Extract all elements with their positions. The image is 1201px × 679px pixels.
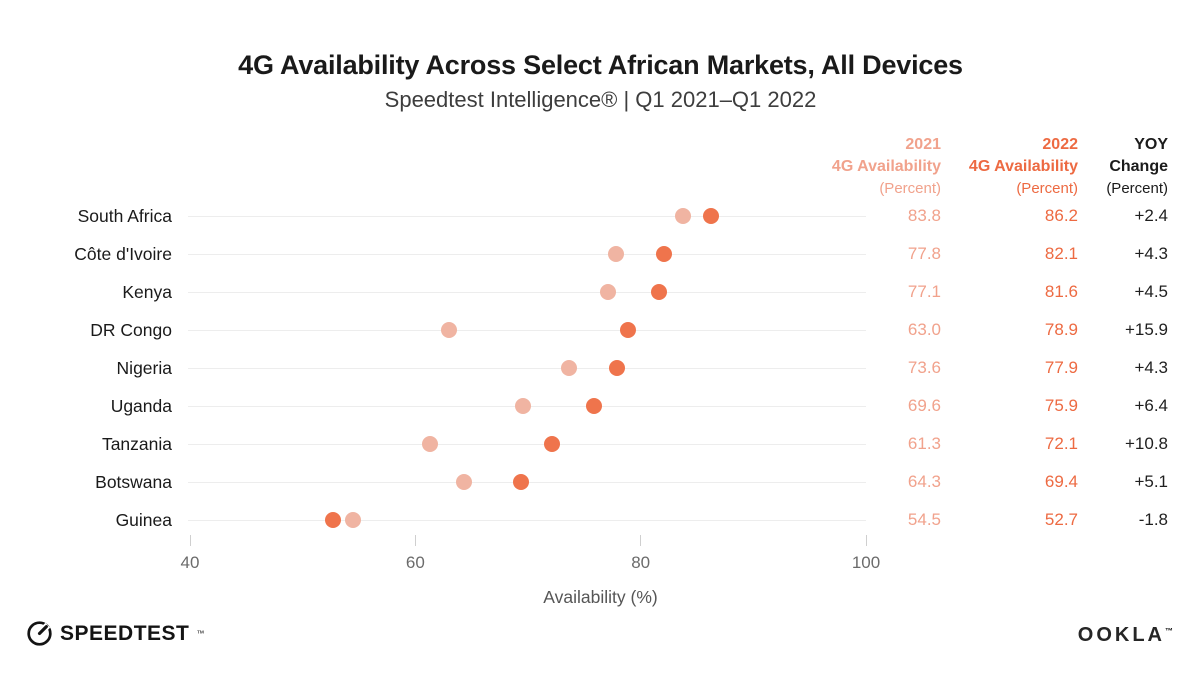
dot-2022 (702, 208, 719, 224)
col-header-2021-unit: (Percent) (879, 180, 941, 197)
dot-2021 (560, 360, 577, 376)
value-2022: 86.2 (1044, 206, 1078, 225)
col-header-yoy-subtitle: Change (1109, 158, 1168, 175)
col-header-2021-year: 2021 (905, 136, 941, 153)
col-header-2021-metric: 4G Availability (831, 158, 941, 175)
x-axis-tick (640, 535, 642, 546)
dot-2022 (325, 512, 342, 528)
value-2022: 72.1 (1044, 434, 1078, 453)
value-yoy-change: +2.4 (1134, 206, 1168, 225)
dot-2021 (345, 512, 362, 528)
value-yoy-change: +4.3 (1134, 244, 1168, 263)
value-yoy-change: -1.8 (1138, 510, 1168, 529)
value-2022: 81.6 (1044, 282, 1078, 301)
value-yoy-change: +15.9 (1124, 320, 1168, 339)
value-yoy-change: +10.8 (1124, 434, 1168, 453)
row-gridline (188, 216, 866, 217)
row-gridline (188, 520, 866, 521)
dot-2022 (620, 322, 637, 338)
dot-2021 (599, 284, 616, 300)
country-label: South Africa (77, 206, 172, 226)
dot-2022 (586, 398, 603, 414)
value-2021: 69.6 (907, 396, 941, 415)
value-2022: 78.9 (1044, 320, 1078, 339)
value-2022: 52.7 (1044, 510, 1078, 529)
row-gridline (188, 330, 866, 331)
dot-2022 (543, 436, 560, 452)
country-label: Kenya (122, 282, 172, 302)
dot-2022 (650, 284, 667, 300)
x-axis-tick-label: 40 (180, 553, 200, 572)
speedtest-wordmark: SPEEDTEST (60, 621, 190, 645)
country-label: Tanzania (101, 434, 172, 454)
col-header-yoy-title: YOY (1134, 136, 1168, 153)
value-2022: 77.9 (1044, 358, 1078, 377)
dot-2022 (656, 246, 673, 262)
ookla-wordmark: OOKLA (1077, 624, 1165, 646)
country-label: Uganda (110, 396, 172, 416)
page-title: 4G Availability Across Select African Ma… (238, 50, 963, 80)
value-2021: 61.3 (907, 434, 941, 453)
x-axis-tick-label: 60 (405, 553, 425, 572)
country-label: DR Congo (90, 320, 172, 340)
value-2021: 83.8 (907, 206, 941, 225)
x-axis-tick (865, 535, 867, 546)
country-label: Botswana (95, 472, 172, 492)
x-axis-tick-label: 80 (631, 553, 651, 572)
col-header-yoy: YOY Change (Percent) (1008, 134, 1168, 200)
col-header-2022-year: 2022 (1042, 136, 1078, 153)
dot-2021 (421, 436, 438, 452)
value-2022: 75.9 (1044, 396, 1078, 415)
ookla-logo: OOKLA™ (1078, 624, 1176, 647)
value-2021: 73.6 (907, 358, 941, 377)
x-axis-tick (189, 535, 191, 546)
dot-2021 (441, 322, 458, 338)
value-2021: 54.5 (907, 510, 941, 529)
value-2021: 63.0 (907, 320, 941, 339)
row-gridline (188, 444, 866, 445)
row-gridline (188, 292, 866, 293)
value-yoy-change: +5.1 (1134, 472, 1168, 491)
value-2021: 77.1 (907, 282, 941, 301)
dot-2021 (515, 398, 532, 414)
dot-2022 (609, 360, 625, 376)
value-yoy-change: +6.4 (1134, 396, 1168, 415)
col-header-2021: 2021 4G Availability (Percent) (721, 134, 941, 200)
value-yoy-change: +4.5 (1134, 282, 1168, 301)
x-axis-tick (414, 535, 416, 546)
col-header-2022: 2022 4G Availability (Percent) (858, 134, 1078, 200)
x-axis-tick-label: 100 (851, 553, 881, 572)
country-label: Nigeria (116, 358, 172, 378)
value-2021: 77.8 (907, 244, 941, 263)
speedtest-gauge-icon (27, 621, 52, 646)
col-header-yoy-unit: (Percent) (1106, 180, 1168, 197)
dot-2021 (675, 208, 692, 224)
row-gridline (188, 368, 866, 369)
country-label: Guinea (115, 510, 172, 530)
value-2021: 64.3 (907, 472, 941, 491)
row-gridline (188, 254, 866, 255)
value-2022: 82.1 (1044, 244, 1078, 263)
dot-2022 (513, 474, 530, 490)
value-2022: 69.4 (1044, 472, 1078, 491)
ookla-trademark: ™ (1165, 626, 1176, 636)
value-yoy-change: +4.3 (1134, 358, 1168, 377)
country-label: Côte d'Ivoire (74, 244, 172, 264)
speedtest-logo: SPEEDTEST ™ (26, 620, 204, 647)
dot-2021 (607, 246, 624, 262)
dot-2021 (455, 474, 472, 490)
col-header-2022-unit: (Percent) (1016, 180, 1078, 197)
page-subtitle: Speedtest Intelligence® | Q1 2021–Q1 202… (384, 87, 817, 112)
col-header-2022-metric: 4G Availability (968, 158, 1078, 175)
speedtest-trademark: ™ (196, 629, 205, 638)
x-axis-label: Availability (%) (543, 587, 658, 607)
